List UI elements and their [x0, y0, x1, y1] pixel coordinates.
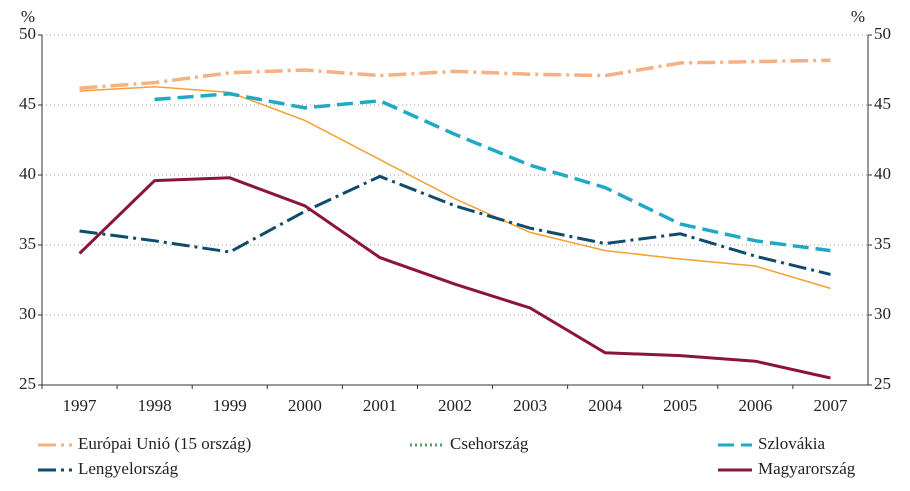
- series-line: [78, 176, 831, 380]
- x-tick-label: 2006: [738, 396, 772, 415]
- y-unit-left: %: [21, 7, 35, 26]
- x-tick-label: 2005: [663, 396, 697, 415]
- y-unit-right: %: [851, 7, 865, 26]
- legend-label: Magyarország: [758, 459, 856, 478]
- y2-tick-label: 25: [874, 374, 891, 393]
- series-line: [79, 86, 831, 290]
- y2-tick-label: 35: [874, 234, 891, 253]
- series-line: [154, 92, 831, 253]
- x-tick-label: 1997: [63, 396, 98, 415]
- x-tick-label: 2001: [363, 396, 397, 415]
- x-tick-label: 2003: [513, 396, 547, 415]
- legend-label: Csehország: [450, 434, 529, 453]
- x-tick-label: 1999: [213, 396, 247, 415]
- legend-label: Lengyelország: [78, 459, 179, 478]
- y2-tick-label: 30: [874, 304, 891, 323]
- series-line: [79, 174, 831, 276]
- x-tick-label: 2007: [813, 396, 848, 415]
- x-tick-label: 2002: [438, 396, 472, 415]
- y-tick-label: 45: [19, 94, 36, 113]
- y-tick-label: 25: [19, 374, 36, 393]
- legend-label: Európai Unió (15 ország): [78, 434, 251, 453]
- series-line: [79, 58, 831, 90]
- y-tick-label: 50: [19, 24, 36, 43]
- y-tick-label: 35: [19, 234, 36, 253]
- x-tick-label: 1998: [138, 396, 172, 415]
- y-tick-label: 30: [19, 304, 36, 323]
- y-tick-label: 40: [19, 164, 36, 183]
- y2-tick-label: 45: [874, 94, 891, 113]
- y2-tick-label: 40: [874, 164, 891, 183]
- y2-tick-label: 50: [874, 24, 891, 43]
- legend-label: Szlovákia: [758, 434, 825, 453]
- x-tick-label: 2000: [288, 396, 322, 415]
- x-tick-label: 2004: [588, 396, 623, 415]
